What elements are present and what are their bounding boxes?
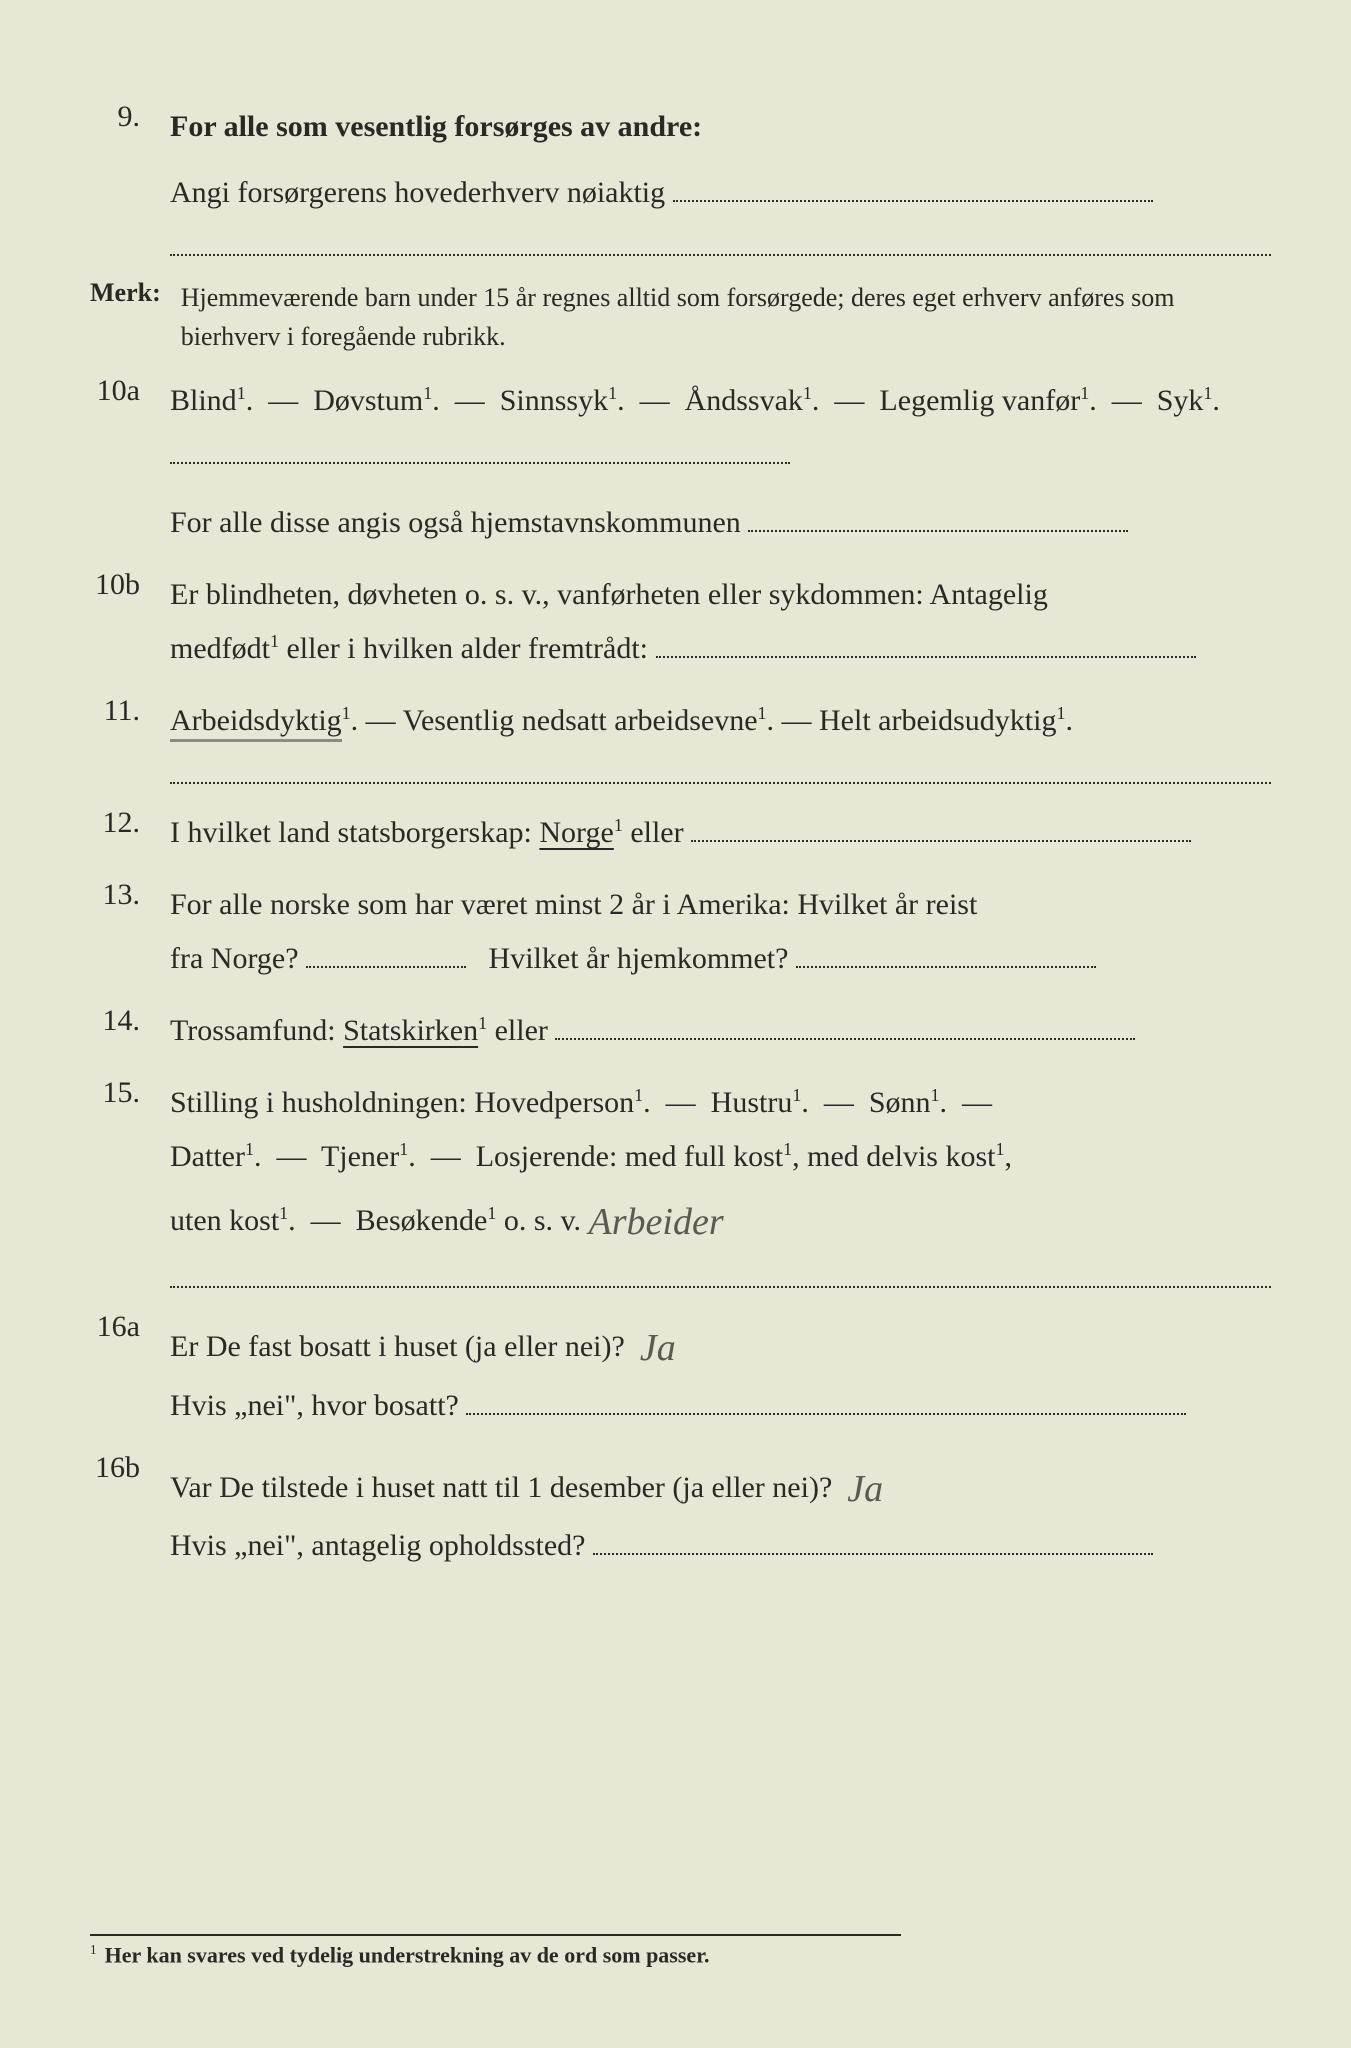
opt-udyktig[interactable]: Helt arbeidsudyktig bbox=[819, 704, 1056, 737]
merk-note: Merk: Hjemmeværende barn under 15 år reg… bbox=[90, 278, 1271, 356]
q10b-t2b: eller i hvilken alder fremtrådt: bbox=[286, 632, 648, 665]
footnote-text: Her kan svares ved tydelig understreknin… bbox=[105, 1942, 710, 1967]
q11-content: Arbeidsdyktig1. — Vesentlig nedsatt arbe… bbox=[170, 694, 1271, 748]
fill-line[interactable] bbox=[170, 437, 790, 464]
q15-num: 15. bbox=[90, 1076, 170, 1110]
opt-dovstum[interactable]: Døvstum bbox=[313, 384, 423, 417]
question-16a: 16a Er De fast bosatt i huset (ja eller … bbox=[90, 1310, 1271, 1432]
question-9: 9. For alle som vesentlig forsørges av a… bbox=[90, 100, 1271, 220]
opt-legemlig[interactable]: Legemlig vanfør bbox=[879, 384, 1080, 417]
fill-line[interactable] bbox=[673, 175, 1153, 202]
q13-t1: For alle norske som har været minst 2 år… bbox=[170, 888, 977, 921]
q13-t3: Hvilket år hjemkommet? bbox=[489, 942, 789, 975]
question-15: 15. Stilling i husholdningen: Hovedperso… bbox=[90, 1076, 1271, 1252]
q15-los3[interactable]: uten kost bbox=[170, 1204, 279, 1237]
q16b-content: Var De tilstede i huset natt til 1 desem… bbox=[170, 1451, 1271, 1573]
q16b-t2: Hvis „nei", antagelig opholdssted? bbox=[170, 1529, 586, 1562]
q9-title: For alle som vesentlig forsørges av andr… bbox=[170, 110, 702, 143]
q14-content: Trossamfund: Statskirken1 eller bbox=[170, 1004, 1271, 1058]
q12-content: I hvilket land statsborgerskap: Norge1 e… bbox=[170, 806, 1271, 860]
q15-t1: Stilling i husholdningen: Hovedperson bbox=[170, 1086, 634, 1119]
fill-line[interactable] bbox=[656, 631, 1196, 658]
opt-nedsatt[interactable]: Vesentlig nedsatt arbeidsevne bbox=[403, 704, 758, 737]
q12-text: I hvilket land statsborgerskap: bbox=[170, 816, 539, 849]
footnote: 1Her kan svares ved tydelig understrekni… bbox=[90, 1934, 901, 1968]
opt-sinnssyk[interactable]: Sinnssyk bbox=[500, 384, 608, 417]
q16a-content: Er De fast bosatt i huset (ja eller nei)… bbox=[170, 1310, 1271, 1432]
opt-blind[interactable]: Blind bbox=[170, 384, 237, 417]
q13-num: 13. bbox=[90, 878, 170, 912]
q15-besok[interactable]: Besøkende bbox=[356, 1204, 488, 1237]
q15-osv: o. s. v. bbox=[504, 1204, 581, 1237]
question-11: 11. Arbeidsdyktig1. — Vesentlig nedsatt … bbox=[90, 694, 1271, 748]
fill-line[interactable] bbox=[748, 505, 1128, 532]
separator-line bbox=[170, 782, 1271, 784]
q13-t2: fra Norge? bbox=[170, 942, 299, 975]
opt-sonn[interactable]: Sønn bbox=[869, 1086, 931, 1119]
q14-num: 14. bbox=[90, 1004, 170, 1038]
q15-content: Stilling i husholdningen: Hovedperson1. … bbox=[170, 1076, 1271, 1252]
separator-line bbox=[170, 254, 1271, 256]
q9-num: 9. bbox=[90, 100, 170, 134]
fill-line[interactable] bbox=[691, 815, 1191, 842]
q9-content: For alle som vesentlig forsørges av andr… bbox=[170, 100, 1271, 220]
question-14: 14. Trossamfund: Statskirken1 eller bbox=[90, 1004, 1271, 1058]
q16a-t2: Hvis „nei", hvor bosatt? bbox=[170, 1389, 459, 1422]
merk-text: Hjemmeværende barn under 15 år regnes al… bbox=[181, 278, 1271, 356]
q10a-content: Blind1. — Døvstum1. — Sinnssyk1. — Åndss… bbox=[170, 374, 1271, 550]
separator-line bbox=[170, 1286, 1271, 1288]
question-13: 13. For alle norske som har været minst … bbox=[90, 878, 1271, 986]
fill-line[interactable] bbox=[306, 941, 466, 968]
q12-after: eller bbox=[630, 816, 683, 849]
q13-content: For alle norske som har været minst 2 år… bbox=[170, 878, 1271, 986]
q15-answer: Arbeider bbox=[589, 1188, 724, 1256]
opt-hustru[interactable]: Hustru bbox=[711, 1086, 793, 1119]
q14-after: eller bbox=[495, 1014, 548, 1047]
question-16b: 16b Var De tilstede i huset natt til 1 d… bbox=[90, 1451, 1271, 1573]
q16b-t1: Var De tilstede i huset natt til 1 desem… bbox=[170, 1471, 832, 1504]
merk-label: Merk: bbox=[90, 278, 181, 356]
q16a-num: 16a bbox=[90, 1310, 170, 1344]
q14-text: Trossamfund: bbox=[170, 1014, 343, 1047]
opt-syk[interactable]: Syk bbox=[1157, 384, 1204, 417]
q9-line2: Angi forsørgerens hovederhverv nøiaktig bbox=[170, 176, 665, 209]
question-10b: 10b Er blindheten, døvheten o. s. v., va… bbox=[90, 568, 1271, 676]
q15-los2[interactable]: , med delvis kost bbox=[792, 1140, 995, 1173]
q10b-num: 10b bbox=[90, 568, 170, 602]
opt-datter[interactable]: Datter bbox=[170, 1140, 245, 1173]
q12-num: 12. bbox=[90, 806, 170, 840]
q10a-line3: For alle disse angis også hjemstavnskomm… bbox=[170, 506, 741, 539]
fill-line[interactable] bbox=[593, 1528, 1153, 1555]
q16a-answer: Ja bbox=[640, 1314, 676, 1382]
q10b-t1: Er blindheten, døvheten o. s. v., vanfør… bbox=[170, 578, 1048, 611]
q15-los[interactable]: Losjerende: med full kost bbox=[476, 1140, 783, 1173]
fill-line[interactable] bbox=[466, 1388, 1186, 1415]
opt-arbeidsdyktig[interactable]: Arbeidsdyktig bbox=[170, 704, 342, 742]
opt-statskirken[interactable]: Statskirken bbox=[343, 1014, 478, 1047]
question-12: 12. I hvilket land statsborgerskap: Norg… bbox=[90, 806, 1271, 860]
opt-andssvak[interactable]: Åndssvak bbox=[685, 384, 803, 417]
opt-tjener[interactable]: Tjener bbox=[321, 1140, 399, 1173]
q16a-t1: Er De fast bosatt i huset (ja eller nei)… bbox=[170, 1330, 625, 1363]
fill-line[interactable] bbox=[555, 1013, 1135, 1040]
q16b-answer: Ja bbox=[847, 1455, 883, 1523]
q16b-num: 16b bbox=[90, 1451, 170, 1485]
fill-line[interactable] bbox=[796, 941, 1096, 968]
opt-norge[interactable]: Norge bbox=[539, 816, 613, 849]
q10b-t2a[interactable]: medfødt bbox=[170, 632, 270, 665]
q11-num: 11. bbox=[90, 694, 170, 728]
q10a-num: 10a bbox=[90, 374, 170, 408]
q10b-content: Er blindheten, døvheten o. s. v., vanfør… bbox=[170, 568, 1271, 676]
question-10a: 10a Blind1. — Døvstum1. — Sinnssyk1. — Å… bbox=[90, 374, 1271, 550]
